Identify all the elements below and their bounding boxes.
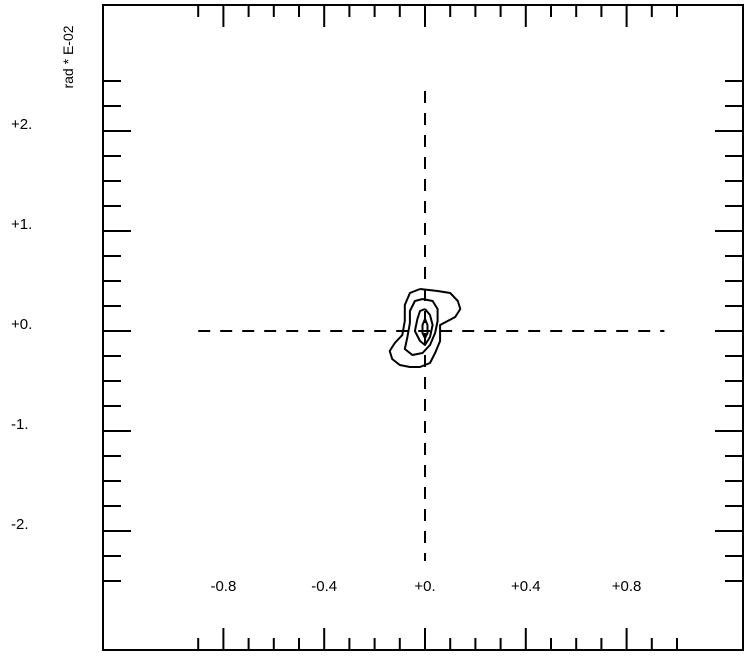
x-tick-label: +0. <box>414 578 435 595</box>
y-tick-label: +2. <box>11 116 32 133</box>
contour-level-2 <box>403 298 439 356</box>
axis-ticks <box>103 5 743 650</box>
y-tick-label: +1. <box>11 216 32 233</box>
y-tick-label: -1. <box>11 416 29 433</box>
y-tick-label: -2. <box>11 516 29 533</box>
crosshair <box>198 91 665 561</box>
y-tick-label: +0. <box>11 316 32 333</box>
x-tick-label: -0.4 <box>311 578 337 595</box>
tick-labels: -0.8 -0.4 +0. +0.4 +0.8 +2. +1. +0. -1. -2. <box>11 116 641 595</box>
plot-frame <box>102 4 744 651</box>
y-axis-label: rad * E-02 <box>60 25 76 88</box>
contour-level-3 <box>413 308 434 346</box>
contour-level-1 <box>388 288 462 368</box>
x-tick-label: +0.8 <box>612 578 642 595</box>
x-tick-label: -0.8 <box>210 578 236 595</box>
contour-level-4 <box>421 318 429 339</box>
contour-lines <box>388 288 462 368</box>
x-tick-label: +0.4 <box>511 578 541 595</box>
